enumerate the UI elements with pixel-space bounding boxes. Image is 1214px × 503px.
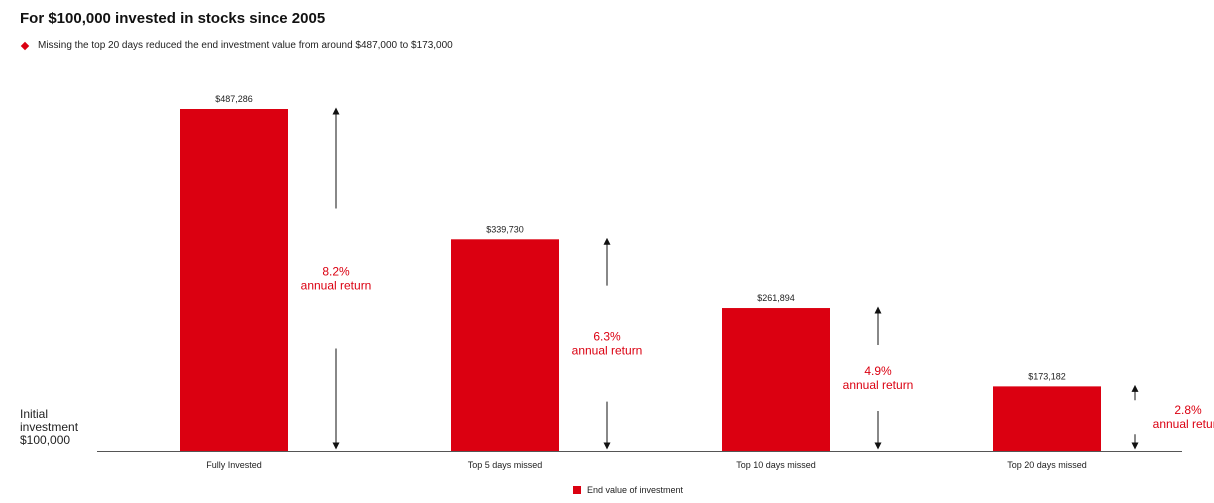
- bar-1: [180, 109, 288, 451]
- bar-2: [451, 239, 559, 451]
- baseline-label-line-2: investment: [20, 420, 79, 434]
- value-label-3: $261,894: [757, 293, 795, 303]
- value-label-4: $173,182: [1028, 371, 1066, 381]
- bar-4: [993, 386, 1101, 451]
- baseline-label-line-1: Initial: [20, 407, 49, 421]
- category-label-2: Top 5 days missed: [468, 460, 543, 470]
- legend-label: End value of investment: [587, 485, 684, 495]
- baseline-label-line-3: $100,000: [20, 433, 71, 447]
- value-label-2: $339,730: [486, 224, 524, 234]
- annotation-text-1: annual return: [301, 279, 372, 293]
- category-label-1: Fully Invested: [206, 460, 262, 470]
- key-point-text: Missing the top 20 days reduced the end …: [38, 40, 453, 51]
- annotation-text-3: annual return: [843, 378, 914, 392]
- key-point: Missing the top 20 days reduced the end …: [20, 40, 453, 51]
- annotation-pct-3: 4.9%: [864, 364, 892, 378]
- category-label-4: Top 20 days missed: [1007, 460, 1087, 470]
- annotation-pct-4: 2.8%: [1174, 403, 1202, 417]
- legend: End value of investment: [573, 485, 683, 495]
- legend-swatch: [573, 486, 581, 494]
- annotation-pct-2: 6.3%: [593, 330, 621, 344]
- annotation-text-4: annual return: [1153, 417, 1214, 431]
- annotation-pct-1: 8.2%: [322, 265, 350, 279]
- chart-title: For $100,000 invested in stocks since 20…: [20, 10, 326, 27]
- value-label-1: $487,286: [215, 94, 253, 104]
- annotation-text-2: annual return: [572, 344, 643, 358]
- category-label-3: Top 10 days missed: [736, 460, 816, 470]
- baseline-label: Initial investment $100,000: [20, 408, 78, 447]
- bar-3: [722, 308, 830, 451]
